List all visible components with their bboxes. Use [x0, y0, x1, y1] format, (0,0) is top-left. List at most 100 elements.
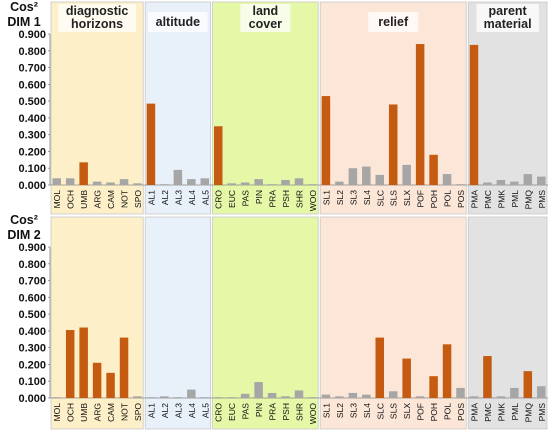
- panel-0-y-tick-5: 0.500: [18, 96, 46, 108]
- group-label-2-line-1: cover: [249, 17, 282, 31]
- panel-1-title-line1: Cos²: [10, 213, 38, 227]
- panel-0-category-label-pmq: PMQ: [523, 190, 533, 210]
- panel-0-bar-al5: [200, 178, 210, 185]
- panel-1-category-label-shr: SHR: [295, 403, 305, 421]
- panel-1-bar-pmk: [496, 396, 506, 398]
- panel-1-category-label-sl1: SL1: [321, 403, 331, 418]
- panel-1-bar-al5: [200, 397, 210, 398]
- panel-1-category-label-al1: AL1: [146, 403, 156, 418]
- group-background-4-panel-0: [467, 1, 548, 215]
- panel-0-category-label-euc: EUC: [227, 190, 237, 208]
- panel-1-y-tick-4: 0.400: [18, 326, 46, 338]
- group-label-background-0: [58, 4, 137, 32]
- panel-1-category-label-al3: AL3: [173, 403, 183, 418]
- panel-1-y-tick-7: 0.700: [18, 276, 46, 288]
- panel-0-category-label-poh: POH: [429, 190, 439, 208]
- panel-1-bar-sl3: [348, 392, 358, 398]
- panel-0-y-tick-9: 0.900: [18, 29, 46, 41]
- group-label-4-line-1: material: [484, 17, 532, 31]
- panel-1-bar-pmc: [483, 356, 492, 398]
- panel-1-bar-poh: [429, 376, 438, 398]
- panel-1-bar-pmq: [523, 371, 533, 398]
- panel-0-category-label-pms: PMS: [537, 190, 547, 209]
- panel-0-y-tick-3: 0.300: [18, 130, 46, 142]
- panel-0-category-label-al5: AL5: [200, 190, 210, 205]
- panel-1-category-label-pos: POS: [456, 403, 466, 421]
- panel-1-category-label-pml: PML: [510, 403, 520, 421]
- panel-1-y-tick-6: 0.600: [18, 292, 46, 304]
- panel-0-category-label-pra: PRA: [268, 190, 278, 208]
- panel-0-bar-euc: [227, 183, 236, 185]
- panel-0-bar-al1: [146, 103, 156, 185]
- panel-0-bar-pol: [442, 174, 452, 185]
- panel-1-bar-not: [119, 337, 129, 398]
- panel-1-category-label-umb: UMB: [79, 403, 89, 422]
- panel-0-category-label-och: OCH: [66, 190, 76, 209]
- panel-1-category-label-slx: SLX: [402, 403, 412, 419]
- panel-1-category-label-pas: PAS: [241, 403, 251, 420]
- group-label-background-2: [240, 4, 291, 32]
- panel-0-category-label-pin: PIN: [254, 190, 264, 204]
- group-label-1-line-0: altitude: [156, 15, 200, 29]
- panel-0-bar-pms: [537, 176, 546, 185]
- panel-0-bar-slx: [402, 164, 411, 185]
- panel-0-bar-pmc: [483, 182, 492, 185]
- panel-1-y-tick-0: 0.000: [18, 393, 46, 405]
- panel-1-bar-slx: [402, 358, 411, 398]
- panel-0-bar-woo: [308, 184, 317, 185]
- panel-0-category-label-sl1: SL1: [321, 190, 331, 205]
- panel-0-category-label-umb: UMB: [79, 190, 89, 209]
- panel-1-bar-sl4: [362, 394, 371, 398]
- panel-0-category-label-pas: PAS: [241, 190, 251, 207]
- group-label-background-3: [368, 12, 419, 32]
- panel-1-bar-al1: [146, 397, 156, 398]
- panel-0-bar-al4: [187, 179, 196, 185]
- panel-0-category-label-pmc: PMC: [483, 190, 493, 209]
- panel-1-category-label-euc: EUC: [227, 403, 237, 421]
- panel-0-bar-not: [119, 179, 129, 185]
- panel-0-category-label-slx: SLX: [402, 190, 412, 206]
- panel-0-bar-umb: [79, 162, 88, 185]
- panel-0-bar-sl1: [321, 96, 331, 185]
- panel-0-bar-pml: [510, 181, 519, 185]
- panel-1-category-label-poh: POH: [429, 403, 439, 421]
- panel-1-category-label-mol: MOL: [52, 403, 62, 422]
- panel-1-category-label-cam: CAM: [106, 403, 116, 422]
- panel-1-bar-slc: [375, 337, 385, 398]
- panel-0-bar-spo: [133, 183, 142, 185]
- panel-1-bar-umb: [79, 327, 88, 398]
- panel-0-category-label-psh: PSH: [281, 190, 291, 207]
- panel-0-category-label-cam: CAM: [106, 190, 116, 209]
- panel-0-bar-sl4: [362, 166, 371, 185]
- panel-0-bar-shr: [294, 178, 304, 185]
- panel-1-y-tick-1: 0.100: [18, 376, 46, 388]
- panel-1-bar-arg: [92, 362, 102, 398]
- panel-1-bar-shr: [294, 390, 304, 398]
- panel-1-bar-al2: [160, 396, 169, 398]
- panel-0-bar-psh: [281, 179, 290, 185]
- panel-0-category-label-pof: POF: [416, 190, 426, 207]
- panel-0-category-label-not: NOT: [120, 190, 130, 208]
- panel-0-category-label-sls: SLS: [389, 190, 399, 206]
- group-label-0-line-0: diagnostic: [66, 4, 129, 18]
- panel-0-category-label-sl4: SL4: [362, 190, 372, 205]
- panel-1-bar-pof: [415, 396, 425, 398]
- panel-1-y-tick-5: 0.500: [18, 309, 46, 321]
- panel-1-bar-och: [65, 330, 75, 398]
- panel-1-category-label-cro: CRO: [214, 403, 224, 422]
- panel-0-category-label-al3: AL3: [173, 190, 183, 205]
- panel-0-y-tick-1: 0.100: [18, 163, 46, 175]
- panel-0-category-label-pol: POL: [443, 190, 453, 207]
- group-label-0-line-1: horizons: [71, 17, 123, 31]
- panel-0-bar-slc: [375, 174, 385, 185]
- panel-1-category-label-pin: PIN: [254, 403, 264, 417]
- panel-1-category-label-sl4: SL4: [362, 403, 372, 418]
- panel-0-category-label-cro: CRO: [214, 190, 224, 209]
- panel-0-bar-cro: [213, 126, 223, 185]
- panel-0-bar-cam: [106, 182, 115, 185]
- panel-0-bar-mol: [52, 178, 61, 185]
- panel-1-y-tick-2: 0.200: [18, 359, 46, 371]
- panel-1-bar-al3: [173, 397, 183, 398]
